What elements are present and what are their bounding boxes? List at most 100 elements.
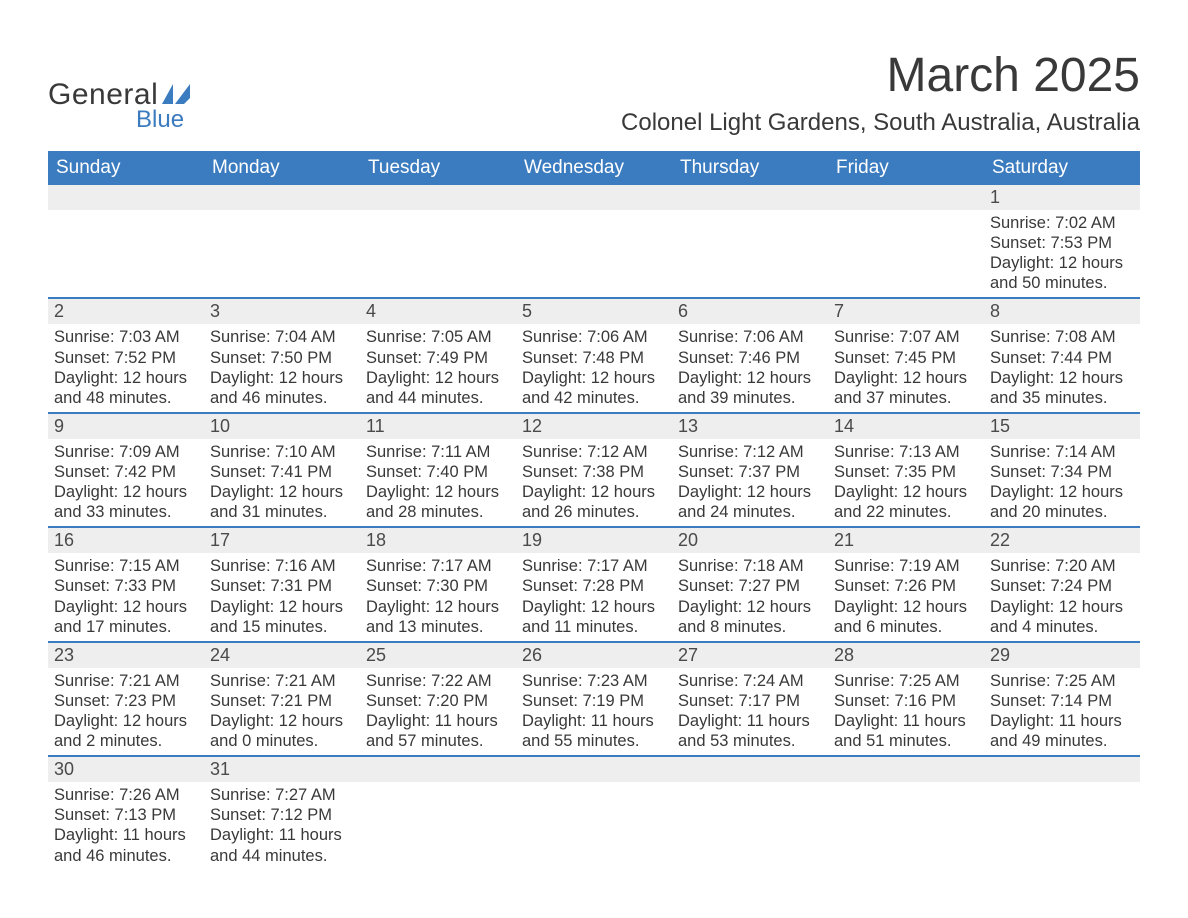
sunset-text: Sunset: 7:27 PM bbox=[678, 576, 822, 596]
daylight1-text: Daylight: 12 hours bbox=[990, 253, 1134, 273]
day-number: 22 bbox=[984, 528, 1140, 553]
calendar-cell: 26Sunrise: 7:23 AMSunset: 7:19 PMDayligh… bbox=[516, 642, 672, 756]
day-number: 18 bbox=[360, 528, 516, 553]
daylight2-text: and 28 minutes. bbox=[366, 502, 510, 522]
daylight1-text: Daylight: 11 hours bbox=[522, 711, 666, 731]
sunset-text: Sunset: 7:20 PM bbox=[366, 691, 510, 711]
day-number: 2 bbox=[48, 299, 204, 324]
daylight1-text: Daylight: 12 hours bbox=[54, 597, 198, 617]
day-number: 26 bbox=[516, 643, 672, 668]
sunrise-text: Sunrise: 7:04 AM bbox=[210, 327, 354, 347]
daylight1-text: Daylight: 12 hours bbox=[210, 368, 354, 388]
calendar-week: 2Sunrise: 7:03 AMSunset: 7:52 PMDaylight… bbox=[48, 298, 1140, 412]
day-number: 11 bbox=[360, 414, 516, 439]
day-number: 1 bbox=[984, 185, 1140, 210]
day-number bbox=[516, 185, 672, 210]
daylight2-text: and 46 minutes. bbox=[210, 388, 354, 408]
calendar-cell: 4Sunrise: 7:05 AMSunset: 7:49 PMDaylight… bbox=[360, 298, 516, 412]
daylight1-text: Daylight: 12 hours bbox=[990, 368, 1134, 388]
calendar-cell: 27Sunrise: 7:24 AMSunset: 7:17 PMDayligh… bbox=[672, 642, 828, 756]
calendar-cell: 28Sunrise: 7:25 AMSunset: 7:16 PMDayligh… bbox=[828, 642, 984, 756]
daylight2-text: and 53 minutes. bbox=[678, 731, 822, 751]
sunrise-text: Sunrise: 7:17 AM bbox=[522, 556, 666, 576]
calendar-cell: 6Sunrise: 7:06 AMSunset: 7:46 PMDaylight… bbox=[672, 298, 828, 412]
daylight1-text: Daylight: 11 hours bbox=[834, 711, 978, 731]
calendar-cell: 31Sunrise: 7:27 AMSunset: 7:12 PMDayligh… bbox=[204, 756, 360, 869]
sunrise-text: Sunrise: 7:03 AM bbox=[54, 327, 198, 347]
daylight2-text: and 17 minutes. bbox=[54, 617, 198, 637]
sunrise-text: Sunrise: 7:12 AM bbox=[522, 442, 666, 462]
calendar-cell: 2Sunrise: 7:03 AMSunset: 7:52 PMDaylight… bbox=[48, 298, 204, 412]
daylight2-text: and 4 minutes. bbox=[990, 617, 1134, 637]
day-number: 4 bbox=[360, 299, 516, 324]
calendar-cell: 15Sunrise: 7:14 AMSunset: 7:34 PMDayligh… bbox=[984, 413, 1140, 527]
calendar-cell: 20Sunrise: 7:18 AMSunset: 7:27 PMDayligh… bbox=[672, 527, 828, 641]
sunset-text: Sunset: 7:21 PM bbox=[210, 691, 354, 711]
logo: General Blue bbox=[48, 78, 190, 134]
logo-word2: Blue bbox=[136, 106, 190, 134]
sunset-text: Sunset: 7:45 PM bbox=[834, 348, 978, 368]
calendar-cell: 12Sunrise: 7:12 AMSunset: 7:38 PMDayligh… bbox=[516, 413, 672, 527]
day-header-row: SundayMondayTuesdayWednesdayThursdayFrid… bbox=[48, 151, 1140, 185]
sunrise-text: Sunrise: 7:26 AM bbox=[54, 785, 198, 805]
sunset-text: Sunset: 7:13 PM bbox=[54, 805, 198, 825]
daylight2-text: and 8 minutes. bbox=[678, 617, 822, 637]
calendar-cell: 19Sunrise: 7:17 AMSunset: 7:28 PMDayligh… bbox=[516, 527, 672, 641]
daylight2-text: and 22 minutes. bbox=[834, 502, 978, 522]
calendar-cell bbox=[984, 756, 1140, 869]
sunrise-text: Sunrise: 7:27 AM bbox=[210, 785, 354, 805]
daylight2-text: and 44 minutes. bbox=[210, 846, 354, 866]
daylight2-text: and 37 minutes. bbox=[834, 388, 978, 408]
calendar-week: 30Sunrise: 7:26 AMSunset: 7:13 PMDayligh… bbox=[48, 756, 1140, 869]
day-header: Monday bbox=[204, 151, 360, 185]
daylight1-text: Daylight: 12 hours bbox=[522, 368, 666, 388]
sunset-text: Sunset: 7:53 PM bbox=[990, 233, 1134, 253]
sunset-text: Sunset: 7:42 PM bbox=[54, 462, 198, 482]
calendar-cell: 8Sunrise: 7:08 AMSunset: 7:44 PMDaylight… bbox=[984, 298, 1140, 412]
calendar-cell: 23Sunrise: 7:21 AMSunset: 7:23 PMDayligh… bbox=[48, 642, 204, 756]
sunrise-text: Sunrise: 7:12 AM bbox=[678, 442, 822, 462]
header: General Blue March 2025 Colonel Light Ga… bbox=[48, 48, 1140, 137]
calendar-cell bbox=[516, 185, 672, 298]
day-number: 12 bbox=[516, 414, 672, 439]
day-number bbox=[828, 185, 984, 210]
daylight2-text: and 39 minutes. bbox=[678, 388, 822, 408]
calendar-cell: 16Sunrise: 7:15 AMSunset: 7:33 PMDayligh… bbox=[48, 527, 204, 641]
day-number: 14 bbox=[828, 414, 984, 439]
day-header: Friday bbox=[828, 151, 984, 185]
daylight1-text: Daylight: 12 hours bbox=[834, 482, 978, 502]
sunrise-text: Sunrise: 7:02 AM bbox=[990, 213, 1134, 233]
day-number bbox=[360, 185, 516, 210]
day-number: 7 bbox=[828, 299, 984, 324]
daylight2-text: and 2 minutes. bbox=[54, 731, 198, 751]
day-number: 6 bbox=[672, 299, 828, 324]
day-number bbox=[360, 757, 516, 782]
day-number: 25 bbox=[360, 643, 516, 668]
sunrise-text: Sunrise: 7:10 AM bbox=[210, 442, 354, 462]
calendar-cell: 5Sunrise: 7:06 AMSunset: 7:48 PMDaylight… bbox=[516, 298, 672, 412]
daylight1-text: Daylight: 12 hours bbox=[834, 368, 978, 388]
daylight2-text: and 15 minutes. bbox=[210, 617, 354, 637]
day-number: 29 bbox=[984, 643, 1140, 668]
daylight2-text: and 31 minutes. bbox=[210, 502, 354, 522]
daylight2-text: and 13 minutes. bbox=[366, 617, 510, 637]
calendar-cell bbox=[360, 185, 516, 298]
day-header: Thursday bbox=[672, 151, 828, 185]
daylight1-text: Daylight: 12 hours bbox=[678, 368, 822, 388]
sunrise-text: Sunrise: 7:22 AM bbox=[366, 671, 510, 691]
day-number: 31 bbox=[204, 757, 360, 782]
sunrise-text: Sunrise: 7:11 AM bbox=[366, 442, 510, 462]
sunset-text: Sunset: 7:46 PM bbox=[678, 348, 822, 368]
location: Colonel Light Gardens, South Australia, … bbox=[621, 109, 1140, 137]
daylight1-text: Daylight: 12 hours bbox=[990, 482, 1134, 502]
sunrise-text: Sunrise: 7:21 AM bbox=[54, 671, 198, 691]
calendar-cell: 17Sunrise: 7:16 AMSunset: 7:31 PMDayligh… bbox=[204, 527, 360, 641]
sunset-text: Sunset: 7:35 PM bbox=[834, 462, 978, 482]
daylight2-text: and 44 minutes. bbox=[366, 388, 510, 408]
sunrise-text: Sunrise: 7:25 AM bbox=[834, 671, 978, 691]
daylight1-text: Daylight: 12 hours bbox=[990, 597, 1134, 617]
day-number: 8 bbox=[984, 299, 1140, 324]
day-number bbox=[48, 185, 204, 210]
calendar-cell: 3Sunrise: 7:04 AMSunset: 7:50 PMDaylight… bbox=[204, 298, 360, 412]
sunrise-text: Sunrise: 7:08 AM bbox=[990, 327, 1134, 347]
